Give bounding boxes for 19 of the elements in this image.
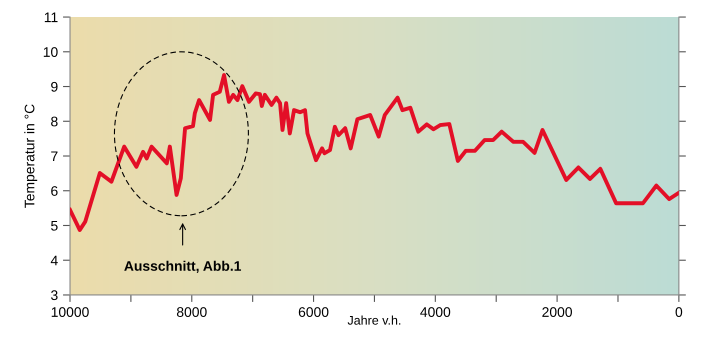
y-tick-label: 11 <box>44 12 58 22</box>
x-tick-label: 10000 <box>52 307 89 317</box>
x-tick-label: 0 <box>676 307 682 317</box>
line-series <box>70 73 679 232</box>
y-tick-label: 5 <box>51 220 58 231</box>
y-tick-label: 10 <box>44 47 58 57</box>
x-tick-label: 8000 <box>176 307 207 317</box>
annotation: Ausschnitt, Abb.1 <box>124 260 242 273</box>
y-tick-label: 7 <box>51 151 58 162</box>
y-axis-title: Temperatur in °C <box>24 104 38 208</box>
x-tick-label: 2000 <box>542 307 572 317</box>
y-tick-label: 4 <box>50 256 58 266</box>
y-tick-label: 6 <box>51 186 58 196</box>
x-tick-label: 6000 <box>298 307 328 317</box>
x-axis-title: Jahre v.h. <box>348 316 400 325</box>
y-tick-label: 3 <box>51 290 58 300</box>
y-tick-label: 9 <box>51 82 58 92</box>
y-tick-label: 8 <box>51 116 58 126</box>
x-tick-label: 4000 <box>420 307 450 317</box>
